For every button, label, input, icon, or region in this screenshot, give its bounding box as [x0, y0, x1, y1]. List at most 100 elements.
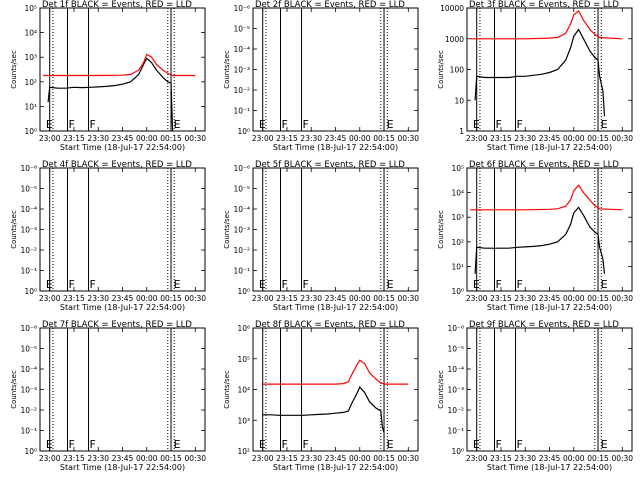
plot-title: Det 6f BLACK = Events, RED = LLD [469, 160, 619, 170]
plot-title: Det 8f BLACK = Events, RED = LLD [255, 320, 405, 330]
event-marker-e: E [174, 278, 181, 291]
x-tick-label: 23:15 [490, 134, 512, 143]
plot-title: Det 1f BLACK = Events, RED = LLD [42, 0, 192, 10]
event-marker-f: F [303, 438, 309, 451]
y-tick-label: 10⁻⁵ [20, 185, 37, 194]
x-tick-label: 23:15 [276, 454, 298, 463]
y-axis-label: Counts/sec [437, 370, 445, 409]
y-tick-label: 10 [454, 96, 464, 105]
x-tick-label: 00:00 [349, 294, 371, 303]
y-tick-label: 10⁻³ [233, 226, 250, 235]
x-axis-label: Start Time (18-Jul-17 22:54:00) [273, 303, 398, 312]
event-marker-f: F [282, 118, 288, 131]
y-axis-label: Counts/sec [10, 370, 18, 409]
x-tick-label: 00:15 [587, 294, 609, 303]
plot-frame [466, 327, 633, 452]
y-tick-label: 10¹ [24, 102, 37, 111]
y-tick-label: 10³ [451, 213, 464, 222]
x-tick-label: 23:30 [300, 134, 322, 143]
panel-det-6: Det 6f BLACK = Events, RED = LLD Counts/s… [437, 160, 633, 312]
y-tick-label: 10⁻⁶ [233, 164, 250, 173]
event-marker-f: F [69, 438, 75, 451]
y-tick-label: 10⁻³ [233, 66, 250, 75]
y-tick-label: 10⁻⁵ [233, 185, 250, 194]
panel-det-5: Det 5f BLACK = Events, RED = LLD Counts/s… [223, 160, 419, 312]
plot-frame [39, 327, 206, 452]
y-tick-label: 10⁻² [233, 86, 250, 95]
event-marker-e: E [174, 118, 181, 131]
y-tick-label: 10⁻⁴ [20, 365, 37, 374]
y-tick-label: 10² [237, 447, 250, 456]
x-tick-label: 00:15 [160, 454, 182, 463]
x-tick-label: 00:15 [373, 454, 395, 463]
series-line-events [474, 28, 606, 117]
event-marker-f: F [496, 118, 502, 131]
x-tick-label: 23:00 [252, 454, 274, 463]
y-tick-label: 10⁻¹ [20, 427, 37, 436]
x-tick-label: 00:00 [136, 454, 158, 463]
plot-frame [466, 167, 633, 292]
y-tick-label: 10⁴ [451, 189, 464, 198]
event-marker-f: F [69, 118, 75, 131]
x-tick-label: 00:30 [184, 294, 206, 303]
x-tick-label: 23:15 [63, 294, 85, 303]
y-tick-label: 10⁻³ [447, 386, 464, 395]
x-tick-label: 23:15 [276, 294, 298, 303]
event-marker-f: F [517, 118, 523, 131]
series-line-lld [262, 359, 409, 385]
x-tick-label: 00:00 [349, 134, 371, 143]
x-tick-label: 23:15 [63, 454, 85, 463]
x-tick-label: 23:00 [466, 134, 488, 143]
x-tick-label: 23:45 [539, 134, 561, 143]
panel-det-8: Det 8f BLACK = Events, RED = LLD Counts/s… [223, 320, 419, 472]
event-marker-f: F [517, 278, 523, 291]
x-tick-label: 00:00 [136, 134, 158, 143]
y-tick-label: 10⁻¹ [233, 267, 250, 276]
y-axis-label: Counts/sec [223, 370, 231, 409]
x-tick-label: 23:00 [466, 294, 488, 303]
x-tick-label: 00:00 [349, 454, 371, 463]
x-axis-label: Start Time (18-Jul-17 22:54:00) [60, 143, 185, 152]
x-tick-label: 00:00 [563, 294, 585, 303]
x-tick-label: 00:15 [373, 134, 395, 143]
x-tick-label: 23:30 [514, 134, 536, 143]
event-marker-e: E [259, 278, 266, 291]
x-tick-label: 00:00 [563, 454, 585, 463]
event-marker-f: F [90, 438, 96, 451]
y-tick-label: 10⁻¹ [447, 427, 464, 436]
y-tick-label: 10⁵ [451, 164, 464, 173]
x-axis-label: Start Time (18-Jul-17 22:54:00) [487, 303, 612, 312]
y-tick-label: 10⁻² [233, 246, 250, 255]
y-tick-label: 10⁵ [24, 4, 37, 13]
x-tick-label: 00:30 [397, 454, 419, 463]
y-tick-label: 10² [451, 238, 464, 247]
x-tick-label: 23:15 [490, 454, 512, 463]
plot-title: Det 9f BLACK = Events, RED = LLD [469, 320, 619, 330]
panel-det-1: Det 1f BLACK = Events, RED = LLD Counts/s… [10, 0, 206, 152]
y-tick-label: 10⁻² [20, 406, 37, 415]
series-line-lld [470, 10, 623, 40]
event-marker-e: E [387, 118, 394, 131]
y-tick-label: 100 [450, 66, 465, 75]
x-tick-label: 23:00 [252, 134, 274, 143]
x-tick-label: 23:45 [539, 294, 561, 303]
x-tick-label: 00:30 [611, 454, 633, 463]
y-tick-label: 10⁵ [237, 355, 250, 364]
y-tick-label: 10⁻⁴ [233, 45, 250, 54]
plot-title: Det 3f BLACK = Events, RED = LLD [469, 0, 619, 10]
event-marker-e: E [473, 438, 480, 451]
x-axis-label: Start Time (18-Jul-17 22:54:00) [487, 143, 612, 152]
plot-title: Det 5f BLACK = Events, RED = LLD [255, 160, 405, 170]
x-tick-label: 23:45 [325, 294, 347, 303]
x-axis-label: Start Time (18-Jul-17 22:54:00) [487, 463, 612, 472]
x-tick-label: 23:00 [39, 294, 61, 303]
panel-det-9: Det 9f BLACK = Events, RED = LLD Counts/s… [437, 320, 633, 472]
event-marker-e: E [259, 438, 266, 451]
x-axis-label: Start Time (18-Jul-17 22:54:00) [273, 143, 398, 152]
event-marker-e: E [601, 438, 608, 451]
plot-frame [252, 7, 419, 132]
y-tick-label: 10⁰ [237, 127, 250, 136]
y-tick-label: 10³ [237, 416, 250, 425]
y-axis-label: Counts/sec [223, 210, 231, 249]
